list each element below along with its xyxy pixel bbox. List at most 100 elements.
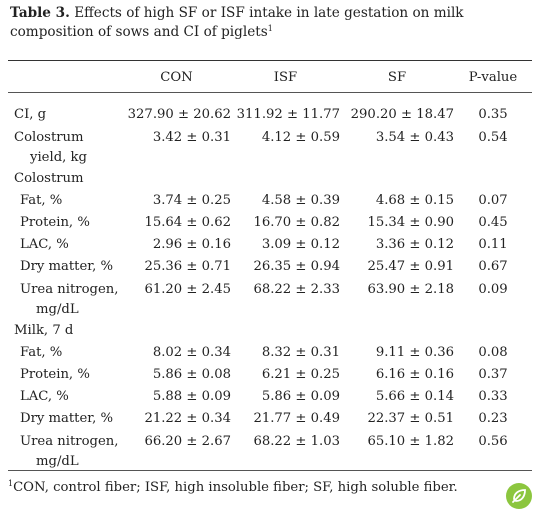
p-value: 0.67 bbox=[478, 259, 508, 274]
row-label-cell: LAC, % bbox=[20, 389, 69, 404]
isf-value: 311.92 ± 11.77 bbox=[236, 107, 340, 122]
sf-value: 5.66 ± 0.14 bbox=[375, 389, 454, 404]
header-p-value: P-value bbox=[468, 69, 518, 85]
p-value: 0.54 bbox=[478, 130, 508, 145]
con-value: 5.88 ± 0.09 bbox=[152, 389, 231, 404]
row-label-cell: Fat, % bbox=[20, 345, 63, 360]
con-value: 3.74 ± 0.25 bbox=[152, 193, 231, 208]
table-row: LAC, % 2.96 ± 0.16 3.09 ± 0.12 3.36 ± 0.12 0… bbox=[8, 234, 532, 256]
row-label-continuation: mg/dL bbox=[36, 454, 79, 469]
table-number: Table 3. bbox=[10, 5, 70, 21]
spacer-row bbox=[8, 92, 532, 104]
table-row: Dry matter, % 25.36 ± 0.71 26.35 ± 0.94 25.… bbox=[8, 256, 532, 278]
isf-value: 3.09 ± 0.12 bbox=[261, 237, 340, 252]
con-value: 15.64 ± 0.62 bbox=[144, 215, 231, 230]
con-value: 327.90 ± 20.62 bbox=[127, 107, 231, 122]
con-value: 5.86 ± 0.08 bbox=[152, 367, 231, 382]
sf-value: 9.11 ± 0.36 bbox=[375, 345, 454, 360]
con-value: 21.22 ± 0.34 bbox=[144, 411, 231, 426]
top-rule bbox=[8, 60, 532, 61]
con-value: 61.20 ± 2.45 bbox=[144, 282, 231, 297]
group-row: Milk, 7 d bbox=[8, 320, 532, 342]
table-footnote: 1CON, control fiber; ISF, high insoluble… bbox=[8, 479, 458, 496]
row-label-cell: Protein, % bbox=[20, 215, 90, 230]
table-row: Protein, % 5.86 ± 0.08 6.21 ± 0.25 6.16 ± 0… bbox=[8, 364, 532, 386]
sf-value: 4.68 ± 0.15 bbox=[375, 193, 454, 208]
table-body: CI, g 327.90 ± 20.62 311.92 ± 11.77 290.20 … bbox=[8, 92, 532, 472]
p-value: 0.07 bbox=[478, 193, 508, 208]
isf-value: 21.77 ± 0.49 bbox=[253, 411, 340, 426]
isf-value: 16.70 ± 0.82 bbox=[253, 215, 340, 230]
p-value: 0.37 bbox=[478, 367, 508, 382]
p-value: 0.23 bbox=[478, 411, 508, 426]
row-label-cell: Protein, % bbox=[20, 367, 90, 382]
header-sf: SF bbox=[387, 69, 407, 85]
con-value: 66.20 ± 2.67 bbox=[144, 434, 231, 449]
isf-value: 5.86 ± 0.09 bbox=[261, 389, 340, 404]
p-value: 0.33 bbox=[478, 389, 508, 404]
con-value: 25.36 ± 0.71 bbox=[144, 259, 231, 274]
con-value: 3.42 ± 0.31 bbox=[152, 130, 231, 145]
row-label-cell: CI, g bbox=[14, 107, 47, 122]
isf-value: 68.22 ± 2.33 bbox=[253, 282, 340, 297]
row-label-continuation: mg/dL bbox=[36, 302, 79, 317]
table-row: Dry matter, % 21.22 ± 0.34 21.77 ± 0.49 22.… bbox=[8, 408, 532, 430]
sf-value: 65.10 ± 1.82 bbox=[367, 434, 454, 449]
footnote-mark: 1 bbox=[8, 479, 14, 488]
header-row: CON ISF SF P-value bbox=[8, 62, 532, 92]
row-label-cell: Colostrum yield, kg bbox=[8, 126, 122, 168]
sf-value: 15.34 ± 0.90 bbox=[367, 215, 454, 230]
p-value: 0.45 bbox=[478, 215, 508, 230]
table-caption: Table 3. Effects of high SF or ISF intak… bbox=[10, 4, 530, 42]
row-label: Urea nitrogen, bbox=[20, 434, 119, 449]
isf-value: 4.12 ± 0.59 bbox=[261, 130, 340, 145]
table-row: Fat, % 8.02 ± 0.34 8.32 ± 0.31 9.11 ± 0.36 0… bbox=[8, 342, 532, 364]
table-row: Colostrum yield, kg 3.42 ± 0.31 4.12 ± 0.59… bbox=[8, 126, 532, 168]
row-label-cell: Dry matter, % bbox=[20, 411, 114, 426]
p-value: 0.56 bbox=[478, 434, 508, 449]
header-isf: ISF bbox=[273, 69, 298, 85]
sf-value: 63.90 ± 2.18 bbox=[367, 282, 454, 297]
sf-value: 3.54 ± 0.43 bbox=[375, 130, 454, 145]
open-access-icon[interactable] bbox=[506, 483, 532, 509]
row-label-continuation: yield, kg bbox=[30, 150, 87, 165]
bottom-rule bbox=[8, 470, 532, 471]
sf-value: 22.37 ± 0.51 bbox=[367, 411, 454, 426]
con-value: 2.96 ± 0.16 bbox=[152, 237, 231, 252]
sf-value: 3.36 ± 0.12 bbox=[375, 237, 454, 252]
table-row: LAC, % 5.88 ± 0.09 5.86 ± 0.09 5.66 ± 0.14 0… bbox=[8, 386, 532, 408]
row-label-cell: LAC, % bbox=[20, 237, 69, 252]
group-label: Colostrum bbox=[14, 171, 84, 186]
isf-value: 4.58 ± 0.39 bbox=[261, 193, 340, 208]
p-value: 0.08 bbox=[478, 345, 508, 360]
sf-value: 290.20 ± 18.47 bbox=[350, 107, 454, 122]
table-row: Protein, % 15.64 ± 0.62 16.70 ± 0.82 15.34 … bbox=[8, 212, 532, 234]
leaf-icon bbox=[507, 484, 531, 508]
row-label-cell: Urea nitrogen, mg/dL bbox=[8, 278, 122, 320]
p-value: 0.09 bbox=[478, 282, 508, 297]
group-row: Colostrum bbox=[8, 168, 532, 190]
group-label: Milk, 7 d bbox=[14, 323, 74, 338]
isf-value: 6.21 ± 0.25 bbox=[261, 367, 340, 382]
table-title: Effects of high SF or ISF intake in late… bbox=[10, 5, 464, 40]
con-value: 8.02 ± 0.34 bbox=[152, 345, 231, 360]
sf-value: 6.16 ± 0.16 bbox=[375, 367, 454, 382]
data-table: CON ISF SF P-value CI, g 327.90 ± 20.62 31… bbox=[8, 62, 532, 472]
p-value: 0.35 bbox=[478, 107, 508, 122]
isf-value: 26.35 ± 0.94 bbox=[253, 259, 340, 274]
table-row: CI, g 327.90 ± 20.62 311.92 ± 11.77 290.20 … bbox=[8, 104, 532, 126]
row-label-cell: Fat, % bbox=[20, 193, 63, 208]
table-row: Urea nitrogen, mg/dL 61.20 ± 2.45 68.22 ± 2… bbox=[8, 278, 532, 320]
header-blank bbox=[8, 62, 122, 92]
table-row: Fat, % 3.74 ± 0.25 4.58 ± 0.39 4.68 ± 0.15 0… bbox=[8, 190, 532, 212]
row-label-cell: Urea nitrogen, mg/dL bbox=[8, 430, 122, 472]
row-label: Urea nitrogen, bbox=[20, 282, 119, 297]
isf-value: 8.32 ± 0.31 bbox=[261, 345, 340, 360]
header-rule bbox=[8, 92, 532, 93]
row-label-cell: Dry matter, % bbox=[20, 259, 114, 274]
table-row: Urea nitrogen, mg/dL 66.20 ± 2.67 68.22 ± 1… bbox=[8, 430, 532, 472]
footnote-text: CON, control fiber; ISF, high insoluble … bbox=[13, 480, 458, 495]
sf-value: 25.47 ± 0.91 bbox=[367, 259, 454, 274]
p-value: 0.11 bbox=[478, 237, 508, 252]
